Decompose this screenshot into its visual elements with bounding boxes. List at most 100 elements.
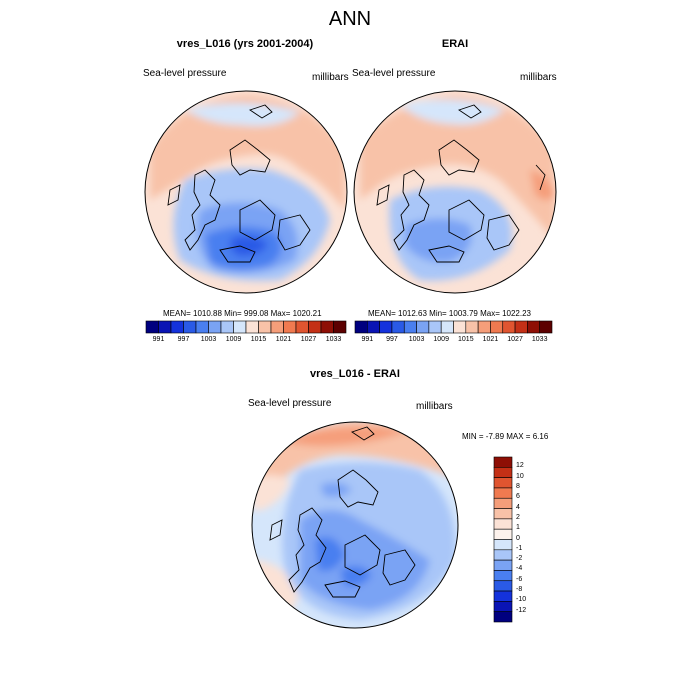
panel3-stats: MIN = -7.89 MAX = 6.16 — [462, 432, 549, 441]
panel3-map-outline — [251, 421, 459, 629]
panel3-colorbar — [493, 456, 513, 623]
colorbar-swatch — [493, 570, 513, 582]
figure-title: ANN — [328, 8, 372, 30]
colorbar-swatch — [514, 320, 528, 334]
colorbar-swatch — [145, 320, 159, 334]
colorbar-swatch — [283, 320, 297, 334]
colorbar-tick-label: -4 — [516, 565, 523, 573]
colorbar-tick-label: -8 — [516, 586, 523, 594]
colorbar-tick-label: 1021 — [482, 336, 499, 343]
colorbar-swatch — [493, 539, 513, 551]
colorbar-tick-label: 8 — [516, 482, 520, 490]
panel1-variable-label: Sea-level pressure — [143, 68, 227, 79]
colorbar-swatch — [493, 611, 513, 623]
colorbar-swatch — [493, 487, 513, 499]
colorbar-tick-label: -2 — [516, 555, 523, 563]
colorbar-tick-label: 1027 — [300, 336, 317, 343]
colorbar-swatch — [245, 320, 259, 334]
colorbar-swatch — [493, 549, 513, 561]
colorbar-swatch — [502, 320, 516, 334]
colorbar-swatch — [320, 320, 334, 334]
colorbar-swatch — [493, 456, 513, 468]
colorbar-swatch — [440, 320, 454, 334]
colorbar-swatch — [233, 320, 247, 334]
colorbar-swatch — [477, 320, 491, 334]
colorbar-swatch — [493, 508, 513, 520]
colorbar-swatch — [308, 320, 322, 334]
panel3-field-contours — [252, 422, 458, 628]
panel1-map-outline — [144, 90, 348, 294]
colorbar-tick-label: 1003 — [408, 336, 425, 343]
panel2-map — [353, 90, 557, 294]
colorbars — [145, 320, 553, 623]
colorbar-tick-label: 1009 — [225, 336, 242, 343]
colorbar-tick-label: 1033 — [531, 336, 548, 343]
colorbar-tick-label: 1033 — [325, 336, 342, 343]
colorbar-tick-label: 6 — [516, 493, 520, 501]
panel1-field-contours — [150, 95, 345, 281]
colorbar-swatch — [403, 320, 417, 334]
colorbar-swatch — [493, 559, 513, 571]
panel2-variable-label: Sea-level pressure — [352, 68, 436, 79]
panel2-title: ERAI — [441, 38, 469, 50]
colorbar-swatch — [208, 320, 222, 334]
panel2-coastlines — [376, 104, 546, 263]
panel1-stats: MEAN= 1010.88 Min= 999.08 Max= 1020.21 — [163, 309, 322, 318]
colorbar-tick-label: 1027 — [507, 336, 523, 343]
panel1-map — [144, 90, 348, 294]
colorbar-tick-label: 997 — [386, 336, 398, 343]
colorbar-tick-label: 2 — [516, 513, 520, 521]
colorbar-tick-label: 1021 — [275, 336, 292, 343]
panel1-units-label: millibars — [312, 72, 349, 83]
colorbar-swatch — [220, 320, 234, 334]
colorbar-swatch — [493, 497, 513, 509]
colorbar-tick-label: 1 — [516, 524, 520, 532]
colorbar-swatch — [379, 320, 393, 334]
colorbar-tick-label: 12 — [516, 462, 524, 470]
panel3-coastlines — [269, 426, 416, 598]
panel2-map-outline — [353, 90, 557, 294]
panel3-variable-label: Sea-level pressure — [248, 398, 332, 409]
panel3-map — [251, 421, 459, 629]
colorbar-swatch — [493, 580, 513, 592]
colorbar-tick-label: -1 — [516, 544, 523, 552]
colorbar-tick-label: 1009 — [433, 336, 449, 343]
colorbar-swatch — [183, 320, 197, 334]
panel3-title: vres_L016 - ERAI — [310, 368, 400, 380]
panel1-title: vres_L016 (yrs 2001-2004) — [176, 38, 314, 50]
colorbar-tick-label: -10 — [516, 596, 527, 604]
colorbar-tick-label: 1015 — [458, 336, 474, 343]
colorbar-tick-label: 991 — [152, 336, 165, 343]
colorbar-tick-label: 1015 — [250, 336, 267, 343]
panel2-stats: MEAN= 1012.63 Min= 1003.79 Max= 1022.23 — [368, 309, 531, 318]
colorbar-swatch — [367, 320, 380, 334]
colorbar-swatch — [539, 320, 553, 334]
colorbar-tick-label: -12 — [516, 606, 527, 614]
colorbar-swatch — [354, 320, 368, 334]
colorbar-swatch — [493, 590, 513, 602]
panel2-units-label: millibars — [520, 72, 557, 83]
colorbar-swatch — [258, 320, 272, 334]
panel1-coastlines — [167, 104, 311, 263]
colorbar-swatch — [333, 320, 347, 334]
colorbar-swatch — [428, 320, 442, 334]
colorbar-swatch — [493, 518, 513, 530]
colorbar-tick-label: 4 — [516, 503, 520, 511]
panel2-field-contours — [360, 95, 555, 281]
colorbar-swatch — [158, 320, 172, 334]
colorbar-swatch — [295, 320, 309, 334]
colorbar-swatch — [493, 467, 513, 478]
colorbar-swatch — [416, 320, 430, 334]
colorbar-swatch — [527, 320, 540, 334]
colorbar-swatch — [493, 528, 513, 540]
colorbar-swatch — [391, 320, 405, 334]
panel3-units-label: millibars — [416, 401, 453, 412]
colorbar-tick-label: 991 — [361, 336, 374, 343]
colorbar-tick-label: 997 — [177, 336, 190, 343]
panel2-colorbar — [354, 320, 553, 334]
colorbar-swatch — [170, 320, 184, 334]
colorbar-tick-label: 1003 — [200, 336, 217, 343]
colorbar-tick-label: 10 — [516, 472, 524, 480]
colorbar-swatch — [270, 320, 284, 334]
colorbar-swatch — [490, 320, 504, 334]
